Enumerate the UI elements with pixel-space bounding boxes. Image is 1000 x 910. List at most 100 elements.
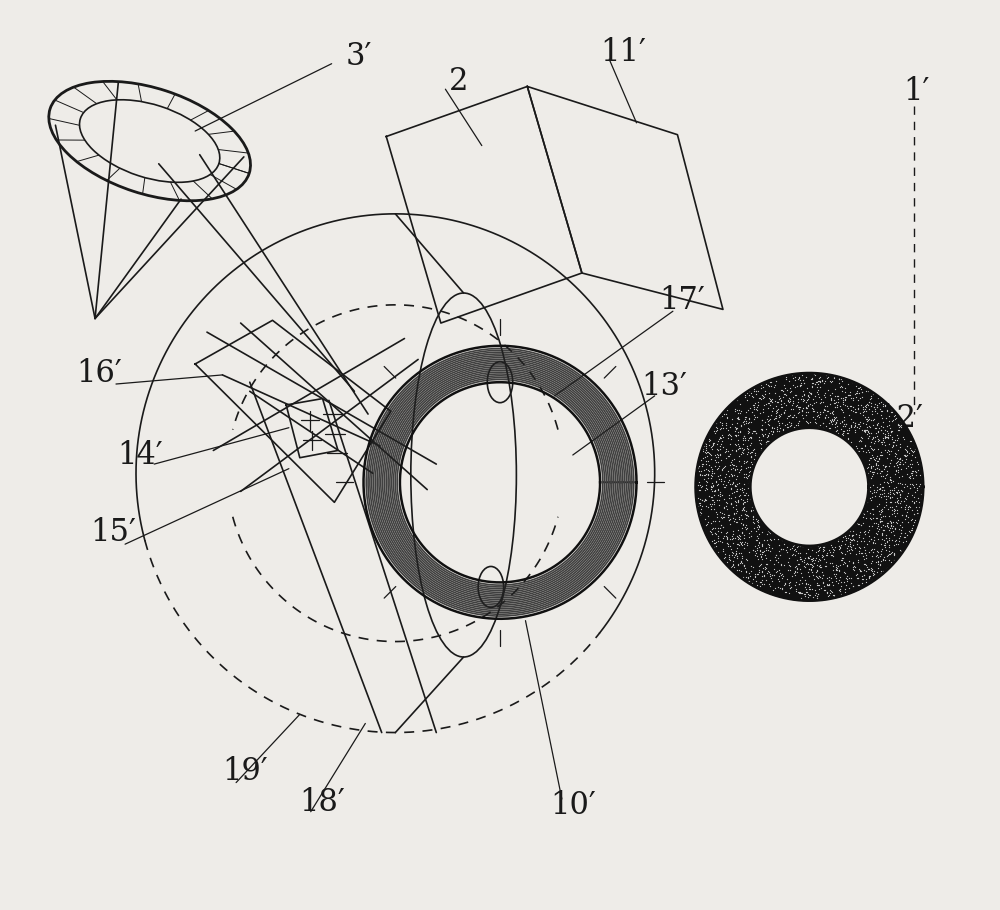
Point bbox=[740, 509, 756, 523]
Point bbox=[892, 488, 908, 502]
Point bbox=[874, 528, 890, 542]
Point bbox=[823, 538, 839, 552]
Point bbox=[893, 526, 909, 541]
Point bbox=[884, 503, 900, 518]
Point bbox=[874, 463, 890, 478]
Point bbox=[749, 541, 765, 555]
Point bbox=[770, 429, 786, 443]
Point bbox=[740, 574, 756, 589]
Point bbox=[759, 433, 775, 448]
Point bbox=[827, 540, 843, 554]
Point bbox=[714, 511, 730, 525]
Point bbox=[826, 412, 842, 427]
Point bbox=[911, 479, 927, 493]
Point bbox=[876, 482, 892, 497]
Point bbox=[751, 527, 767, 541]
Point bbox=[781, 551, 797, 566]
Point bbox=[741, 464, 757, 479]
Point bbox=[710, 530, 726, 544]
Point bbox=[893, 523, 909, 538]
Point bbox=[785, 378, 801, 392]
Point bbox=[704, 483, 720, 498]
Point bbox=[845, 523, 861, 538]
Point bbox=[794, 586, 810, 601]
Point bbox=[861, 570, 877, 584]
Point bbox=[740, 403, 756, 418]
Point bbox=[729, 529, 745, 543]
Point bbox=[804, 582, 820, 597]
Point bbox=[822, 373, 838, 388]
Point bbox=[858, 444, 874, 459]
Point bbox=[797, 573, 813, 588]
Point bbox=[824, 412, 840, 427]
Point bbox=[741, 410, 757, 425]
Point bbox=[787, 388, 803, 402]
Point bbox=[750, 521, 766, 536]
Point bbox=[845, 555, 861, 570]
Point bbox=[816, 540, 832, 554]
Point bbox=[876, 550, 892, 564]
Point bbox=[729, 393, 745, 408]
Point bbox=[707, 484, 723, 499]
Point bbox=[856, 567, 872, 581]
Point bbox=[869, 511, 885, 525]
Point bbox=[729, 551, 745, 565]
Point bbox=[710, 442, 726, 457]
Point bbox=[780, 392, 796, 407]
Point bbox=[745, 443, 761, 458]
Point bbox=[889, 503, 905, 518]
Point bbox=[869, 461, 885, 476]
Point bbox=[867, 434, 883, 449]
Point bbox=[855, 510, 871, 524]
Point bbox=[768, 410, 784, 425]
Point bbox=[714, 506, 730, 521]
Point bbox=[884, 500, 900, 514]
Point bbox=[724, 417, 740, 431]
Point bbox=[802, 386, 818, 400]
Point bbox=[809, 578, 825, 592]
Point bbox=[908, 465, 924, 480]
Point bbox=[746, 424, 762, 439]
Point bbox=[768, 374, 784, 389]
Point bbox=[838, 578, 854, 592]
Point bbox=[879, 474, 895, 489]
Point bbox=[838, 571, 854, 585]
Point bbox=[727, 462, 743, 477]
Point bbox=[697, 444, 713, 459]
Point bbox=[812, 374, 828, 389]
Point bbox=[885, 523, 901, 538]
Point bbox=[737, 507, 753, 521]
Point bbox=[856, 404, 872, 419]
Point bbox=[698, 461, 714, 476]
Point bbox=[866, 483, 882, 498]
Point bbox=[866, 451, 882, 466]
Point bbox=[711, 498, 727, 512]
Point bbox=[710, 433, 726, 448]
Point bbox=[874, 504, 890, 519]
Point bbox=[840, 426, 856, 440]
Point bbox=[755, 561, 771, 575]
Point bbox=[750, 514, 766, 529]
Point bbox=[877, 438, 893, 452]
Point bbox=[905, 478, 921, 492]
Point bbox=[811, 371, 827, 386]
Point bbox=[724, 452, 740, 467]
Text: 2: 2 bbox=[449, 66, 469, 97]
Point bbox=[851, 416, 867, 430]
Point bbox=[771, 543, 787, 558]
Point bbox=[739, 393, 755, 408]
Point bbox=[697, 436, 713, 450]
Point bbox=[832, 570, 848, 584]
Point bbox=[792, 546, 808, 561]
Point bbox=[806, 404, 822, 419]
Point bbox=[746, 401, 762, 416]
Point bbox=[745, 571, 761, 586]
Point bbox=[722, 437, 738, 451]
Point bbox=[751, 559, 767, 573]
Point bbox=[739, 439, 755, 453]
Point bbox=[716, 480, 732, 495]
Point bbox=[697, 468, 713, 482]
Point bbox=[886, 546, 902, 561]
Point bbox=[821, 578, 837, 592]
Point bbox=[775, 541, 791, 556]
